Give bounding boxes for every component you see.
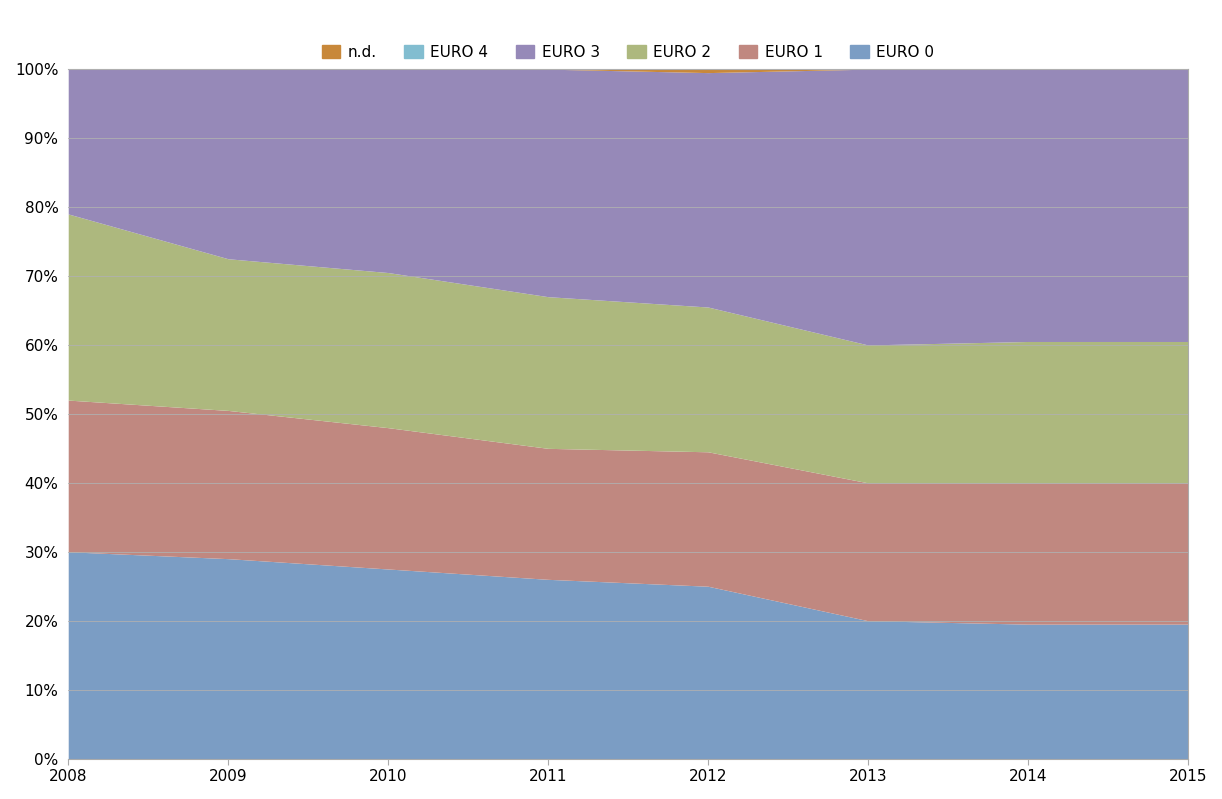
Legend: n.d., EURO 4, EURO 3, EURO 2, EURO 1, EURO 0: n.d., EURO 4, EURO 3, EURO 2, EURO 1, EU… — [315, 39, 941, 66]
